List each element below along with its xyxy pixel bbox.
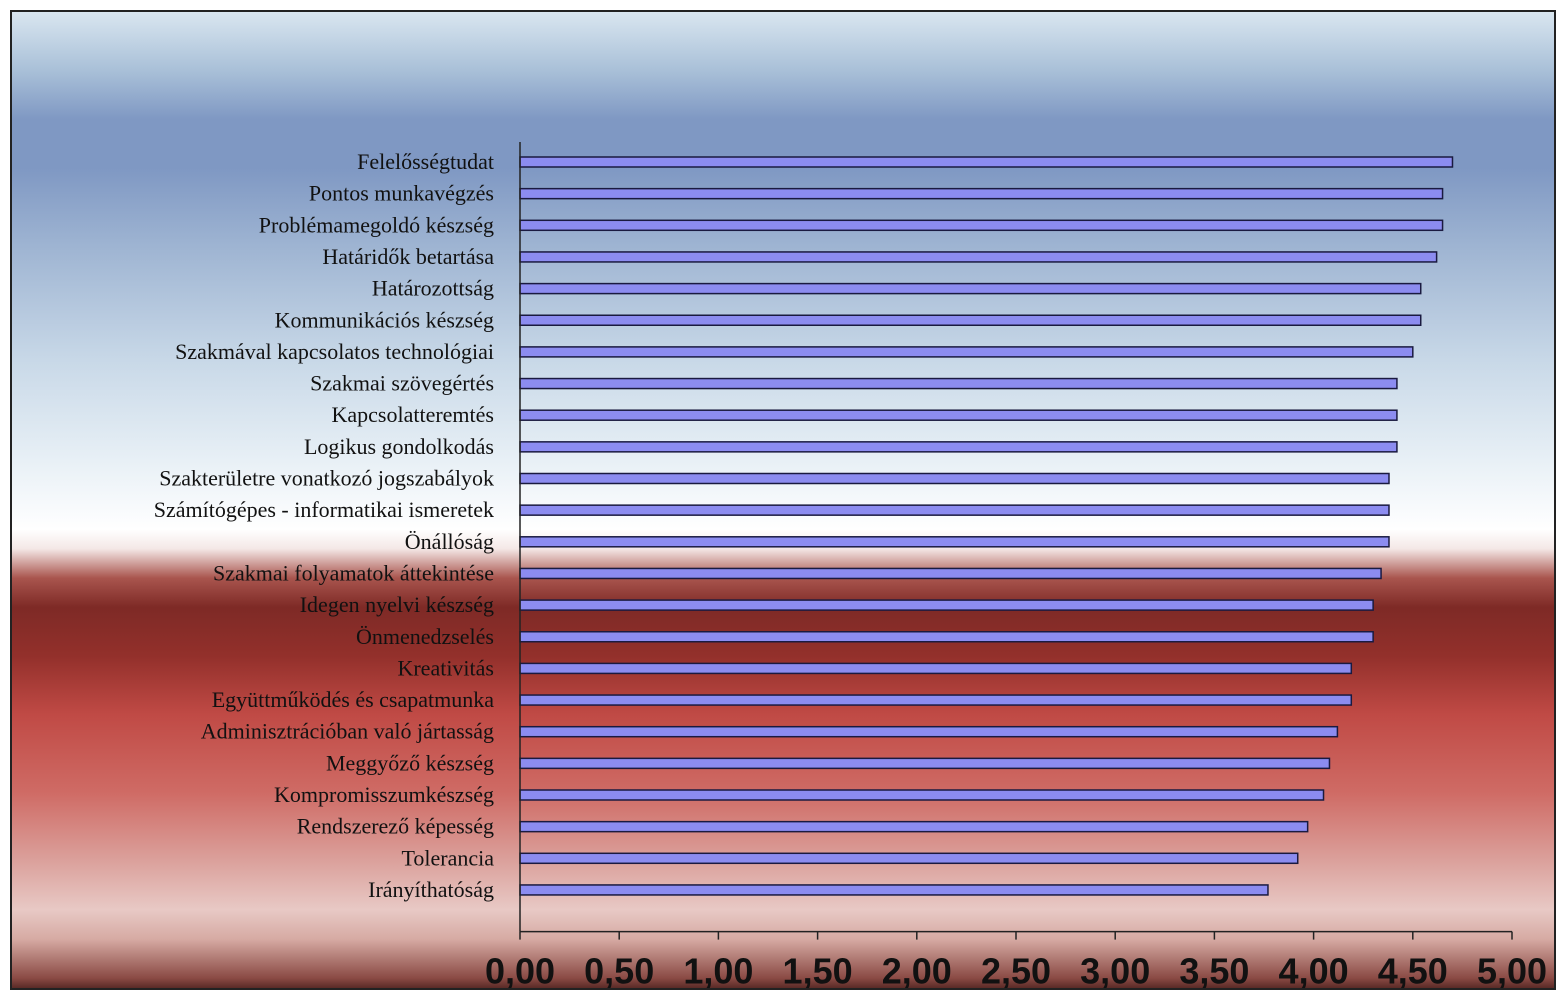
category-label: Logikus gondolkodás — [304, 434, 494, 459]
bar — [519, 694, 1353, 706]
x-tick-label: 0,00 — [485, 951, 555, 990]
category-label: Önállóság — [405, 529, 494, 554]
x-tick-label: 2,00 — [882, 951, 952, 990]
bar — [519, 377, 1398, 390]
x-tick-label: 1,50 — [783, 951, 853, 990]
x-tick-label: 4,00 — [1279, 951, 1349, 990]
bar — [519, 156, 1454, 168]
bar — [519, 187, 1444, 200]
category-label: Számítógépes - informatikai ismeretek — [154, 497, 494, 522]
category-label: Kommunikációs készség — [275, 307, 494, 332]
x-tick-label: 1,00 — [683, 951, 753, 990]
x-tick-label: 2,50 — [981, 951, 1051, 990]
x-tick-label: 5,00 — [1477, 951, 1547, 990]
category-label: Együttműködés és csapatmunka — [212, 687, 495, 712]
category-label: Határozottság — [372, 276, 494, 301]
category-label: Határidők betartása — [322, 244, 494, 269]
bar — [519, 219, 1444, 232]
category-label: Irányíthatóság — [368, 877, 494, 902]
bar — [519, 504, 1390, 516]
category-label: Kreativitás — [397, 655, 494, 680]
category-label: Szakterületre vonatkozó jogszabályok — [159, 466, 494, 491]
bar — [519, 820, 1309, 833]
bar — [519, 852, 1299, 865]
x-tick-label: 3,50 — [1179, 951, 1249, 990]
x-tick-label: 0,50 — [584, 951, 654, 990]
category-label: Kapcsolatteremtés — [332, 402, 495, 427]
category-label: Felelősségtudat — [357, 149, 494, 174]
category-label: Pontos munkavégzés — [309, 181, 494, 206]
x-tick-label: 4,50 — [1378, 951, 1448, 990]
bar — [519, 314, 1422, 326]
chart-frame: Felelősségtudat Pontos munkavégzés Problém… — [10, 10, 1556, 990]
bar — [519, 567, 1382, 580]
bar — [519, 472, 1390, 485]
bar — [519, 725, 1339, 738]
category-label: Önmenedzselés — [356, 624, 494, 649]
category-label: Meggyőző készség — [326, 750, 494, 775]
category-label: Problémamegoldó készség — [259, 212, 494, 237]
x-tick-label: 3,00 — [1080, 951, 1150, 990]
category-label: Idegen nyelvi készség — [300, 592, 494, 617]
bar — [519, 631, 1374, 643]
bar — [519, 662, 1353, 675]
category-label: Szakmával kapcsolatos technológiai — [175, 339, 494, 364]
bar — [519, 757, 1331, 770]
category-label: Szakmai szövegértés — [310, 371, 494, 396]
category-label: Adminisztrációban való jártasság — [201, 719, 494, 744]
category-label: Rendszerező képesség — [297, 814, 494, 839]
bar-chart: Felelősségtudat Pontos munkavégzés Problém… — [154, 142, 1547, 990]
bar — [519, 599, 1374, 611]
category-label: Kompromisszumkészség — [274, 782, 494, 807]
category-label: Szakmai folyamatok áttekintése — [213, 560, 494, 585]
bar — [519, 441, 1398, 453]
bar — [519, 536, 1390, 548]
bar — [519, 251, 1438, 263]
bar — [519, 409, 1398, 421]
bar — [519, 789, 1325, 801]
bar — [519, 282, 1422, 295]
bar — [519, 884, 1269, 896]
bar — [519, 346, 1414, 358]
category-label: Tolerancia — [401, 845, 494, 870]
